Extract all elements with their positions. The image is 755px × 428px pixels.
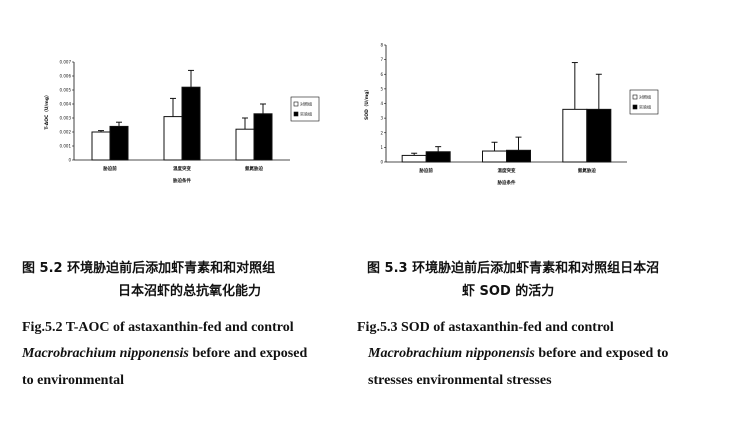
y-tick-label: 0.006 xyxy=(60,74,72,79)
bar xyxy=(91,131,111,161)
y-tick-label: 0.004 xyxy=(60,102,72,107)
x-axis-label: 胁迫条件 xyxy=(498,179,516,186)
category-label: 胁迫前 xyxy=(103,165,117,172)
tactivity-chart: 0 0.001 0.002 0.003 0.004 0.005 0.006 0.007 T-AO… xyxy=(44,60,320,184)
bar xyxy=(586,108,612,163)
y-tick-label: 2 xyxy=(380,130,383,135)
y-tick-label: 0 xyxy=(68,158,71,163)
y-tick-label: 1 xyxy=(380,145,383,150)
bar xyxy=(235,128,255,161)
category-label: 胁迫前 xyxy=(419,167,433,174)
fig53-caption-zh-2: 虾 SOD 的活力 xyxy=(462,284,555,299)
legend-label: 对照组 xyxy=(639,94,651,100)
fig52-caption-en-2-rest: before and exposed xyxy=(188,346,308,361)
species-name: Macrobrachium nipponensis xyxy=(368,346,535,361)
y-tick-label: 8 xyxy=(380,43,383,48)
fig52-caption-en-3: to environmental xyxy=(22,373,125,388)
fig52-caption-zh-1: 图 5.2 环境胁迫前后添加虾青素和和对照组 xyxy=(22,261,276,276)
fig53-caption-en-2: Macrobrachium nipponensis before and exp… xyxy=(368,344,668,364)
bar xyxy=(181,86,201,161)
category-label: 氨氮胁迫 xyxy=(245,165,263,172)
y-tick-label: 0.005 xyxy=(60,88,72,93)
fig53-caption-zh-1: 图 5.3 环境胁迫前后添加虾青素和和对照组日本沼 xyxy=(367,261,660,276)
y-tick-label: 0 xyxy=(380,160,383,165)
category-label: 温度突变 xyxy=(173,165,191,172)
y-tick-label: 7 xyxy=(380,57,383,62)
legend-swatch xyxy=(293,101,299,107)
bar xyxy=(425,151,451,163)
fig52-caption-en-1: Fig.5.2 T-AOC of astaxanthin-fed and con… xyxy=(22,320,294,335)
y-tick-label: 3 xyxy=(380,116,383,121)
y-tick-label: 6 xyxy=(380,72,383,77)
y-tick-label: 5 xyxy=(380,86,383,91)
bar xyxy=(401,154,427,163)
legend-label: 实验组 xyxy=(300,111,312,117)
fig53-caption-en-2-rest: before and exposed to xyxy=(534,346,669,361)
y-tick-label: 4 xyxy=(380,101,383,106)
legend-box xyxy=(290,96,320,122)
category-label: 温度突变 xyxy=(498,167,516,174)
y-axis-label: SOD（U/mg） xyxy=(364,87,370,120)
y-axis-label: T-AOC（U/mg） xyxy=(44,92,50,129)
bar xyxy=(482,150,507,163)
legend-label: 实验组 xyxy=(639,104,651,110)
legend-swatch xyxy=(632,104,638,110)
legend-label: 对照组 xyxy=(300,101,312,107)
bar xyxy=(253,113,273,161)
fig52-caption-en-2: Macrobrachium nipponensis before and exp… xyxy=(22,344,307,364)
species-name: Macrobrachium nipponensis xyxy=(22,346,189,361)
category-label: 氨氮胁迫 xyxy=(578,167,596,174)
y-tick-label: 0.003 xyxy=(60,116,72,121)
bar xyxy=(506,149,531,163)
bar xyxy=(109,125,129,161)
bar xyxy=(562,108,588,163)
fig52-caption-zh-2: 日本沼虾的总抗氧化能力 xyxy=(118,284,262,299)
y-tick-label: 0.007 xyxy=(60,60,72,65)
y-tick-label: 0.002 xyxy=(60,130,72,135)
bar xyxy=(163,116,183,161)
legend-box xyxy=(629,89,659,115)
y-tick-label: 0.001 xyxy=(60,144,72,149)
legend-swatch xyxy=(632,94,638,100)
legend-swatch xyxy=(293,111,299,117)
fig53-caption-en-3: stresses environmental stresses xyxy=(368,373,552,388)
x-axis-label: 胁迫条件 xyxy=(173,177,191,184)
fig53-caption-en-1: Fig.5.3 SOD of astaxanthin-fed and contr… xyxy=(357,320,614,335)
